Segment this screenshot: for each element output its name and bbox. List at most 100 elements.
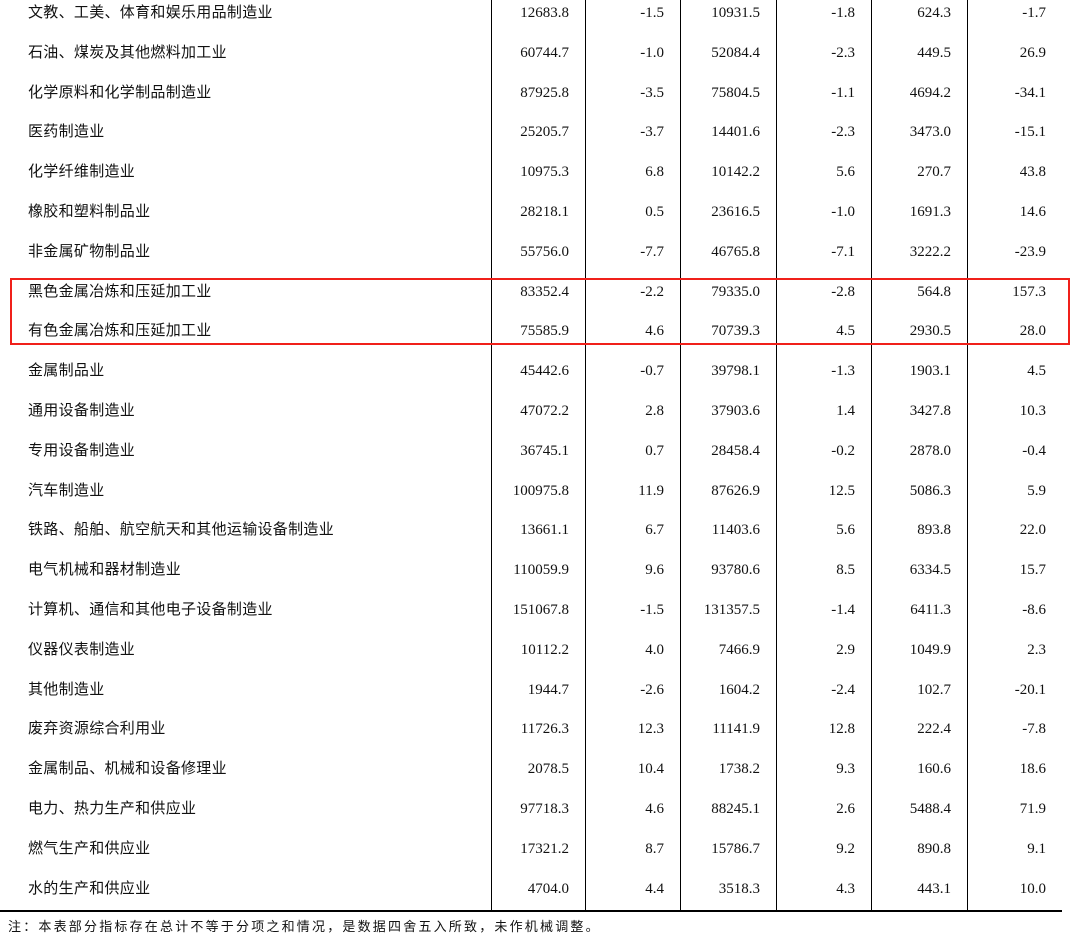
table-row: 其他制造业 1944.7 -2.6 1604.2 -2.4 102.7 -20.1 — [0, 671, 1071, 711]
value-cell: 270.7 — [917, 164, 951, 181]
value-cell: 100975.8 — [512, 482, 569, 499]
value-cell: 17321.2 — [520, 840, 569, 857]
value-cell: 131357.5 — [703, 601, 760, 618]
value-cell: -23.9 — [1014, 243, 1046, 260]
value-cell: 4.5 — [1027, 363, 1046, 380]
industry-name: 金属制品业 — [28, 363, 105, 380]
industry-name: 石油、煤炭及其他燃料加工业 — [28, 44, 227, 61]
value-cell: 1738.2 — [718, 761, 760, 778]
table-row: 专用设备制造业 36745.1 0.7 28458.4 -0.2 2878.0 -0.4 — [0, 432, 1071, 472]
value-cell: 75585.9 — [520, 323, 569, 340]
table-row: 仪器仪表制造业 10112.2 4.0 7466.9 2.9 1049.9 2.3 — [0, 631, 1071, 671]
value-cell: 10975.3 — [520, 164, 569, 181]
industry-name: 废弃资源综合利用业 — [28, 721, 166, 738]
value-cell: 564.8 — [917, 283, 951, 300]
value-cell: 222.4 — [917, 721, 951, 738]
value-cell: 1604.2 — [718, 681, 760, 698]
value-cell: 11726.3 — [520, 721, 569, 738]
value-cell: -2.8 — [831, 283, 855, 300]
industry-name: 电力、热力生产和供应业 — [28, 800, 197, 817]
column-divider — [967, 0, 968, 911]
industry-name: 文教、工美、体育和娱乐用品制造业 — [28, 5, 273, 21]
value-cell: 4.3 — [836, 880, 855, 897]
value-cell: -20.1 — [1014, 681, 1046, 698]
column-divider — [776, 0, 777, 911]
value-cell: 97718.3 — [520, 800, 569, 817]
value-cell: 160.6 — [917, 761, 951, 778]
table-row: 燃气生产和供应业 17321.2 8.7 15786.7 9.2 890.8 9.1 — [0, 830, 1071, 870]
value-cell: 36745.1 — [520, 442, 569, 459]
table-row: 石油、煤炭及其他燃料加工业 60744.7 -1.0 52084.4 -2.3 449.5… — [0, 34, 1071, 74]
value-cell: 3222.2 — [909, 243, 951, 260]
value-cell: 22.0 — [1019, 522, 1046, 539]
value-cell: 102.7 — [917, 681, 951, 698]
value-cell: 3427.8 — [909, 402, 951, 419]
column-divider — [871, 0, 872, 911]
value-cell: 10112.2 — [520, 641, 569, 658]
value-cell: 110059.9 — [513, 562, 569, 579]
industry-name: 化学纤维制造业 — [28, 164, 136, 181]
value-cell: 157.3 — [1012, 283, 1046, 300]
value-cell: 13661.1 — [520, 522, 569, 539]
table-row: 废弃资源综合利用业 11726.3 12.3 11141.9 12.8 222.4 -7.8 — [0, 710, 1071, 750]
value-cell: 4694.2 — [909, 84, 951, 101]
value-cell: 0.5 — [645, 203, 664, 220]
value-cell: 14.6 — [1019, 203, 1046, 220]
value-cell: 1049.9 — [909, 641, 951, 658]
industry-table: 文教、工美、体育和娱乐用品制造业 12683.8 -1.5 10931.5 -1.8 62… — [0, 0, 1071, 911]
table-row: 计算机、通信和其他电子设备制造业 151067.8 -1.5 131357.5 -1.4… — [0, 591, 1071, 631]
value-cell: 93780.6 — [711, 562, 760, 579]
value-cell: 624.3 — [917, 5, 951, 21]
value-cell: 4704.0 — [527, 880, 569, 897]
value-cell: 14401.6 — [711, 124, 760, 141]
value-cell: -1.7 — [1022, 5, 1046, 21]
industry-name: 有色金属冶炼和压延加工业 — [28, 323, 212, 340]
table-row: 铁路、船舶、航空航天和其他运输设备制造业 13661.1 6.7 11403.6 5.6… — [0, 511, 1071, 551]
value-cell: 15.7 — [1019, 562, 1046, 579]
value-cell: -1.0 — [831, 203, 855, 220]
industry-name: 非金属矿物制品业 — [28, 243, 151, 260]
industry-name: 通用设备制造业 — [28, 402, 136, 419]
value-cell: -7.7 — [640, 243, 664, 260]
highlight-box — [10, 278, 1070, 345]
value-cell: 893.8 — [917, 522, 951, 539]
table-row: 金属制品业 45442.6 -0.7 39798.1 -1.3 1903.1 4.5 — [0, 352, 1071, 392]
value-cell: -2.3 — [831, 44, 855, 61]
table-row: 金属制品、机械和设备修理业 2078.5 10.4 1738.2 9.3 160.6 18.… — [0, 750, 1071, 790]
value-cell: -34.1 — [1014, 84, 1046, 101]
value-cell: 83352.4 — [520, 283, 569, 300]
value-cell: -1.0 — [640, 44, 664, 61]
value-cell: -15.1 — [1014, 124, 1046, 141]
value-cell: 1944.7 — [527, 681, 569, 698]
value-cell: 3473.0 — [909, 124, 951, 141]
industry-name: 黑色金属冶炼和压延加工业 — [28, 283, 212, 300]
value-cell: -7.1 — [831, 243, 855, 260]
value-cell: 0.7 — [645, 442, 664, 459]
value-cell: 47072.2 — [520, 402, 569, 419]
value-cell: 55756.0 — [520, 243, 569, 260]
value-cell: 25205.7 — [520, 124, 569, 141]
value-cell: 5.6 — [836, 522, 855, 539]
value-cell: 71.9 — [1019, 800, 1046, 817]
value-cell: -1.5 — [640, 5, 664, 21]
value-cell: 2.9 — [836, 641, 855, 658]
value-cell: 4.5 — [836, 323, 855, 340]
value-cell: 2878.0 — [909, 442, 951, 459]
value-cell: -1.8 — [831, 5, 855, 21]
table-row: 文教、工美、体育和娱乐用品制造业 12683.8 -1.5 10931.5 -1.8 62… — [0, 0, 1071, 34]
table-bottom-rule — [0, 910, 1062, 912]
table-row: 化学原料和化学制品制造业 87925.8 -3.5 75804.5 -1.1 4694.2… — [0, 74, 1071, 114]
industry-name: 化学原料和化学制品制造业 — [28, 84, 212, 101]
value-cell: 4.4 — [645, 880, 664, 897]
value-cell: 9.2 — [836, 840, 855, 857]
value-cell: -1.3 — [831, 363, 855, 380]
value-cell: 1691.3 — [909, 203, 951, 220]
value-cell: 60744.7 — [520, 44, 569, 61]
value-cell: 7466.9 — [718, 641, 760, 658]
value-cell: -3.7 — [640, 124, 664, 141]
table-row: 通用设备制造业 47072.2 2.8 37903.6 1.4 3427.8 10.3 — [0, 392, 1071, 432]
value-cell: 18.6 — [1019, 761, 1046, 778]
value-cell: 75804.5 — [711, 84, 760, 101]
value-cell: 6334.5 — [909, 562, 951, 579]
column-divider — [491, 0, 492, 911]
